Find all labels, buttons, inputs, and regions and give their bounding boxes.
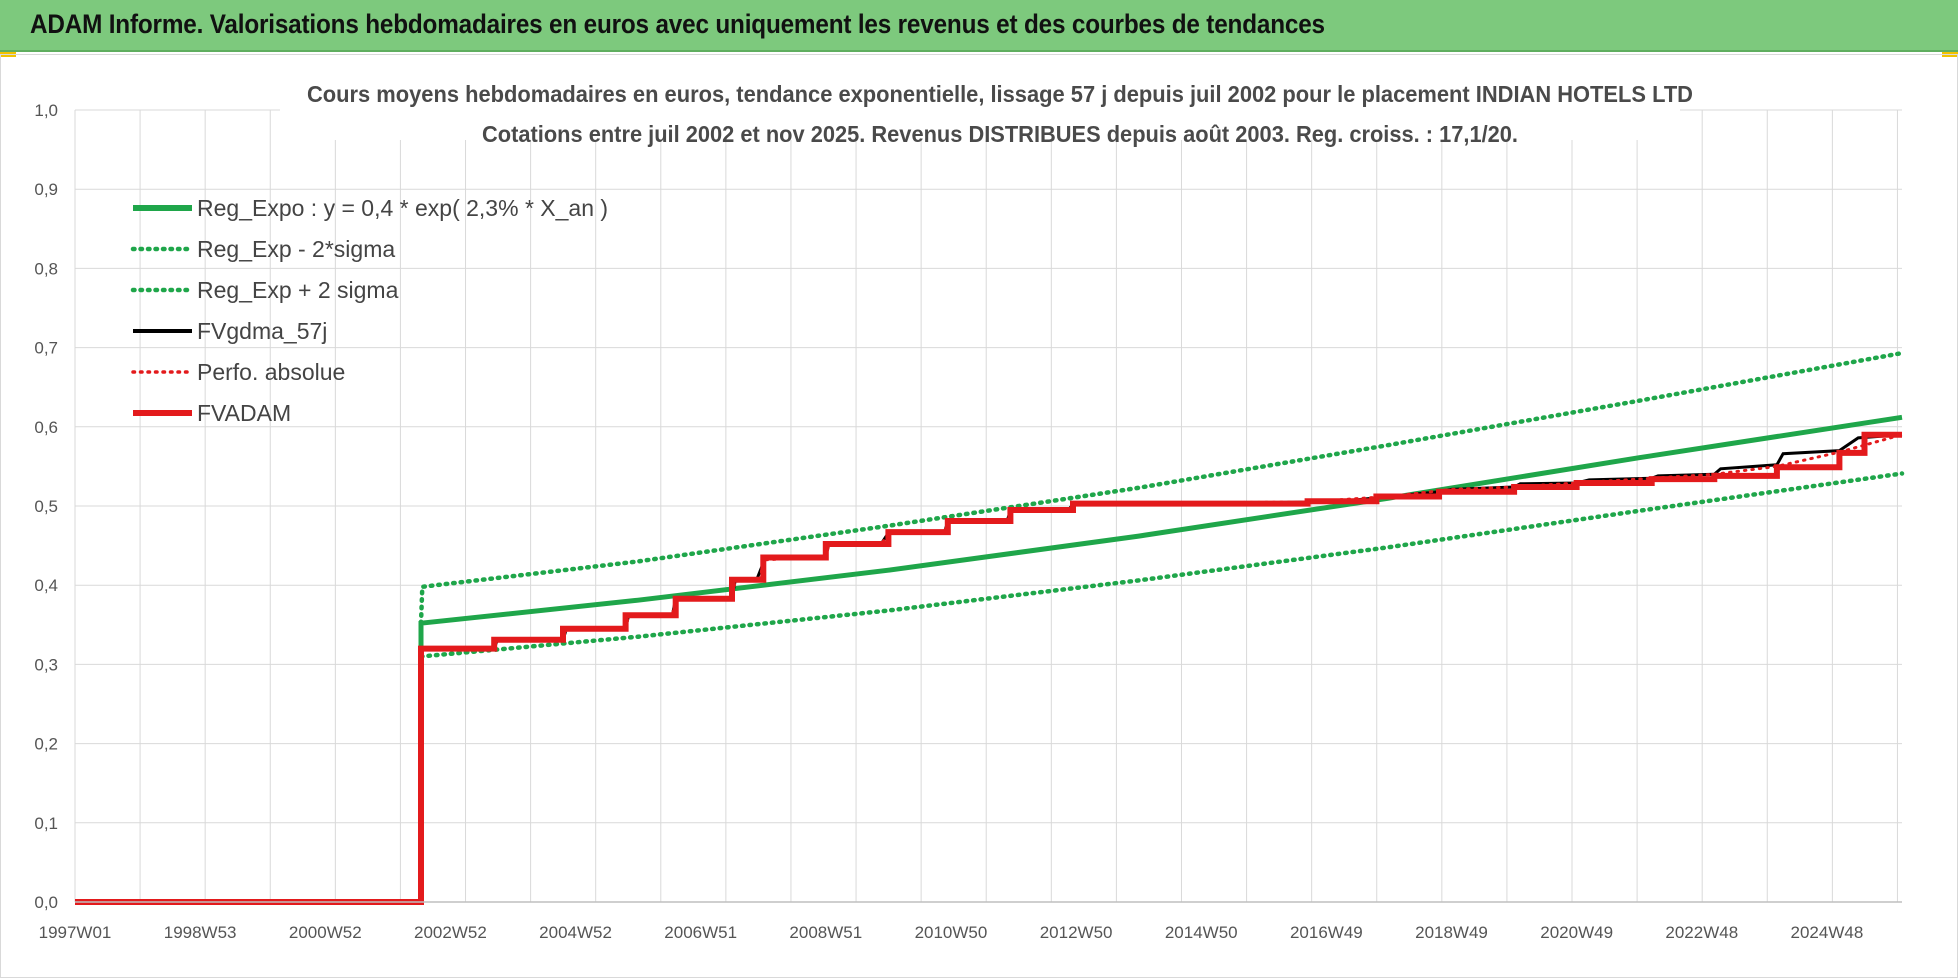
banner-title: ADAM Informe. Valorisations hebdomadaire… [30, 9, 1325, 39]
legend-label: Reg_Exp - 2*sigma [197, 236, 395, 262]
series-group [75, 350, 1905, 905]
y-tick-label: 0,7 [34, 339, 58, 358]
y-tick-label: 0,5 [34, 497, 58, 516]
title-backdrop [280, 76, 1680, 140]
x-tick-label: 2024W48 [1791, 923, 1864, 942]
legend-label: Reg_Exp + 2 sigma [197, 277, 399, 303]
series-line-5 [75, 431, 1902, 905]
x-tick-label: 2006W51 [664, 923, 737, 942]
x-tick-label: 2016W49 [1290, 923, 1363, 942]
y-tick-label: 0,4 [34, 576, 58, 595]
y-tick-label: 0,6 [34, 418, 58, 437]
x-tick-label: 2000W52 [289, 923, 362, 942]
series-line-1 [418, 471, 1905, 659]
x-tick-label: 2010W50 [915, 923, 988, 942]
axes: 0,0 0,1 0,2 0,3 0,4 0,5 0,6 0,7 0,8 0,9 1,0 1997W01… [34, 101, 1902, 942]
series-line-3 [75, 433, 1903, 904]
y-tick-label: 0,8 [34, 259, 58, 278]
x-tick-label: 1998W53 [164, 923, 237, 942]
y-tick-label: 0,0 [34, 893, 58, 912]
gridlines [74, 109, 1902, 903]
x-tick-label: 2004W52 [539, 923, 612, 942]
y-tick-label: 0,3 [34, 655, 58, 674]
x-tick-label: 2012W50 [1040, 923, 1113, 942]
chart-title-line-2: Cotations entre juil 2002 et nov 2025. R… [482, 121, 1518, 147]
y-tick-label: 1,0 [34, 101, 58, 120]
legend-label: FVADAM [197, 400, 291, 426]
legend-label: FVgdma_57j [197, 318, 327, 344]
chart-title-line-1: Cours moyens hebdomadaires en euros, ten… [307, 81, 1693, 107]
x-tick-label: 2020W49 [1540, 923, 1613, 942]
x-tick-label: 2014W50 [1165, 923, 1238, 942]
legend-label: Perfo. absolue [197, 359, 345, 385]
legend-label: Reg_Expo : y = 0,4 * exp( 2,3% * X_an ) [197, 195, 608, 221]
title-banner: ADAM Informe. Valorisations hebdomadaire… [0, 0, 1958, 52]
x-tick-label: 2022W48 [1665, 923, 1738, 942]
x-tick-label: 1997W01 [39, 923, 112, 942]
x-tick-label: 2008W51 [789, 923, 862, 942]
x-tick-label: 2018W49 [1415, 923, 1488, 942]
y-tick-label: 0,9 [34, 180, 58, 199]
series-line-2 [418, 350, 1905, 626]
y-tick-label: 0,1 [34, 814, 58, 833]
y-tick-label: 0,2 [34, 735, 58, 754]
x-tick-label: 2002W52 [414, 923, 487, 942]
series-line-0 [75, 414, 1903, 905]
legend: Reg_Expo : y = 0,4 * exp( 2,3% * X_an ) R… [130, 195, 608, 426]
